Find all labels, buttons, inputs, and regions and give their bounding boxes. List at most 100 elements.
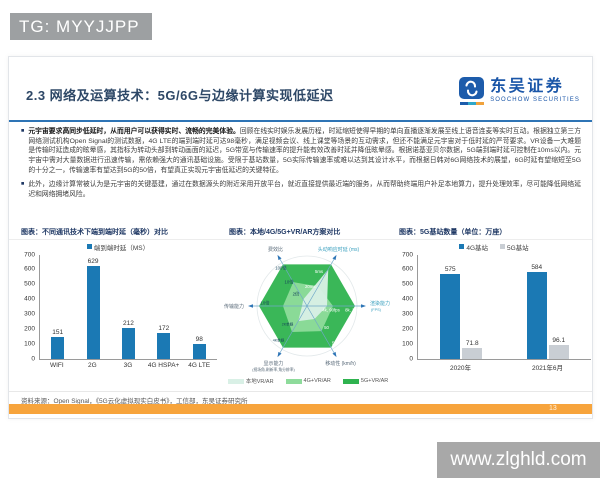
bar-column: 96.1 [548,255,569,359]
legend-item: 本地VR/AR [227,377,274,385]
bar [548,344,569,359]
radar-tick-label: 100倍 [275,264,287,271]
legend-label: 5G+VR/AR [360,378,389,384]
radar-tick-label: 2倍 [293,290,300,297]
y-tick-label: 600 [402,265,413,273]
x-category-label: WIFI [49,362,64,369]
legend-swatch [342,378,359,384]
chart1-title: 图表：不同通讯技术下端到端时延（毫秒）对比 [21,229,168,236]
bullet-rest-text: 回顾在线实时娱乐发展历程，时延缩短使得早期的单向直播逐渐发展至线上语音连麦等实时… [28,128,582,174]
legend-item: 5G+VR/AR [342,377,389,385]
y-tick-label: 200 [402,325,413,333]
y-tick-label: 700 [24,250,35,258]
radar-chart-canvas: 4k, 90fps 8k, 120fps 渲染能力(FPS) 20ms 5ms 头动响应时… [224,246,390,372]
radar-tick-label: 50 [324,325,329,330]
bar-group: 584 96.1 [526,255,569,359]
bar [51,336,65,359]
bar-value-label: 584 [531,264,543,272]
bar-value-label: 71.8 [465,340,479,348]
bar-value-label: 575 [444,265,456,273]
bar [440,273,461,359]
bar-column: 71.8 [462,255,483,359]
radar-tick-label: 5ms [315,269,323,274]
legend-label: 本地VR/AR [245,379,274,385]
base-station-categories: 2020年 2021年6月 [417,360,591,372]
bullet-item: ■ 元宇宙要求高同步低延时，从而用户可以获得实时、流畅的完美体验。回顾在线实时娱… [21,127,581,175]
x-category-label: 4G HSPA+ [147,362,180,369]
radar-axis-arrow-icon [361,304,366,308]
bar [86,265,100,359]
latency-chart-categories: WIFI 2G 3G 4G HSPA+ 4G LTE [39,360,217,369]
radar-axis-label: 头动响应时延 (ms) [318,246,360,253]
body-text: ■ 元宇宙要求高同步低延时，从而用户可以获得实时、流畅的完美体验。回顾在线实时娱… [21,127,581,204]
bar-column: 172 [157,255,171,359]
y-tick-label: 300 [24,310,35,318]
bar-value-label: 629 [87,257,99,265]
y-tick-label: 0 [409,354,413,362]
legend-label: 5G基站 [507,244,529,252]
bullet-paragraph: 此外，边缘计算常被认为是元宇宙的关键基建，通过在数据源头的附近采用开放平台，就近… [28,180,581,199]
soochow-logo: 东吴证券 SOOCHOW SECURITIES [458,77,580,105]
radar-axis-label: 费效比 [268,246,283,253]
legend-label: 4G+VR/AR [303,378,331,384]
vr-ar-radar-chart: 4k, 90fps 8k, 120fps 渲染能力 (FPS) 20ms 5ms 头动响应时… [219,242,397,385]
radar-axis-arrow-icon [332,351,337,358]
bar-column: 98 [192,255,206,359]
report-slide: 2.3 网络及运算技术：5G/6G与边缘计算实现低延迟 东吴证券 SOOCHOW… [8,56,593,419]
radar-tick-label: 10倍 [260,300,270,307]
latency-chart-legend: 端到端时延（MS） [19,242,217,252]
base-station-chart-legend: 4G基站 5G基站 [397,242,591,252]
bar-column: 575 [440,255,461,359]
bar [157,333,171,359]
chart2-title: 图表：本地/4G/5G+VR/AR方案对比 [229,229,341,236]
bullet-lead-text: 元宇宙要求高同步低延时，从而用户可以获得实时、流畅的完美体验。 [28,128,240,135]
footer-accent-bar: 13 [9,404,592,414]
x-category-label: 2020年 [450,365,471,372]
radar-axis-arrow-icon [332,254,337,261]
y-tick-label: 0 [31,354,35,362]
radar-axis-line [279,258,308,307]
site-watermark: www.zlghld.com [437,442,600,478]
radar-tick-label: 2K单眼 [282,322,294,327]
bar-column: 212 [121,255,135,359]
radar-axis-label: 渲染能力 [370,300,390,307]
legend-label: 端到端时延（MS） [93,244,150,252]
latency-chart-bars: 151 629 212 172 98 [40,255,217,359]
base-station-y-axis: 0 100 200 300 400 500 600 700 [397,251,417,361]
radar-tick-label: 4k, 90fps [322,308,339,313]
x-category-label: 2G [88,362,97,369]
y-tick-label: 600 [24,265,35,273]
y-tick-label: 200 [24,325,35,333]
legend-item: 4G基站 [459,242,488,252]
radar-tick-label: 500 [332,341,340,346]
radar-tick-label: 10倍 [284,278,294,285]
latency-bar-chart: 端到端时延（MS） 0 100 200 300 400 500 600 700 151 629 2… [19,242,217,369]
bar [462,348,483,359]
x-category-label: 2021年6月 [531,365,564,372]
legend-swatch [285,378,302,384]
radar-tick-label: 4K单眼 [273,337,285,342]
bar-value-label: 98 [195,336,203,344]
title-divider [9,120,592,122]
bullet-rest-text: 此外，边缘计算常被认为是元宇宙的关键基建，通过在数据源头的附近采用开放平台，就近… [28,181,581,198]
radar-tick-label: 20ms [305,284,316,289]
logo-text: 东吴证券 SOOCHOW SECURITIES [490,77,580,103]
radar-axis-label: 移动性 (km/h) [325,360,356,367]
base-station-plot: 575 71.8 584 96.1 [417,255,591,360]
bar [121,327,135,359]
bar-group: 575 71.8 [440,255,483,359]
x-category-label: 3G [123,362,133,369]
latency-chart-plot-wrap: 0 100 200 300 400 500 600 700 151 629 212 172 98 [19,250,217,362]
legend-item: 5G基站 [500,242,529,252]
radar-axis-arrow-icon [277,351,282,358]
y-tick-label: 500 [402,280,413,288]
legend-item: 端到端时延（MS） [86,242,150,252]
legend-swatch [227,378,244,384]
radar-axis-arrow-icon [248,304,253,308]
bullet-item: ■ 此外，边缘计算常被认为是元宇宙的关键基建，通过在数据源头的附近采用开放平台，… [21,180,581,199]
radar-axis-sublabel: (FPS) [371,308,382,312]
footer-divider [9,391,592,392]
logo-subtitle: SOOCHOW SECURITIES [490,97,580,103]
bullet-square-icon: ■ [21,181,25,188]
y-tick-label: 400 [402,295,413,303]
